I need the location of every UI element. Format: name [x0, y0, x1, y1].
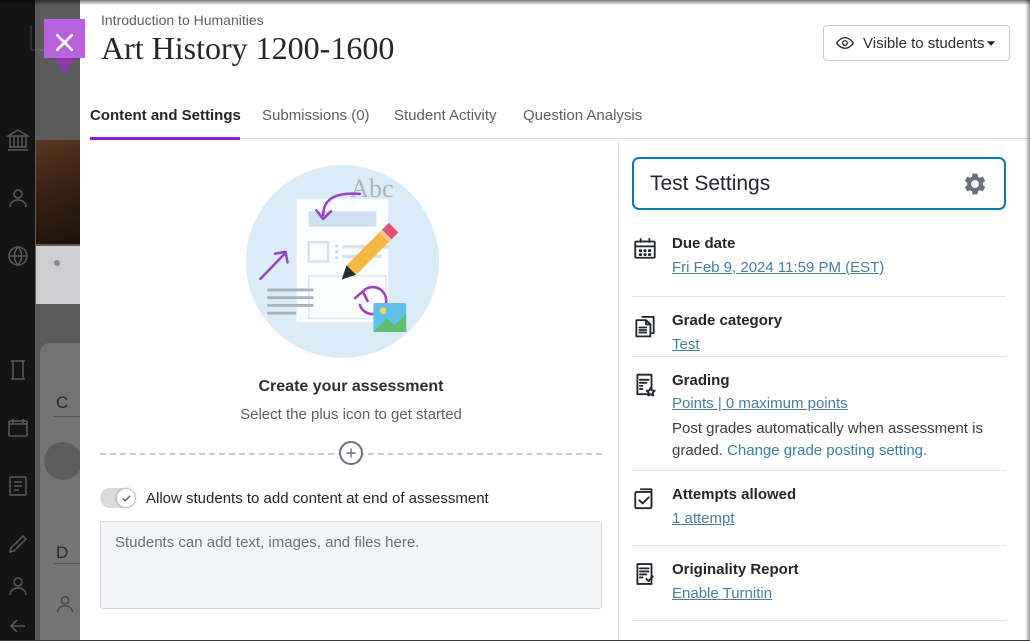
- svg-text:Abc: Abc: [350, 174, 393, 203]
